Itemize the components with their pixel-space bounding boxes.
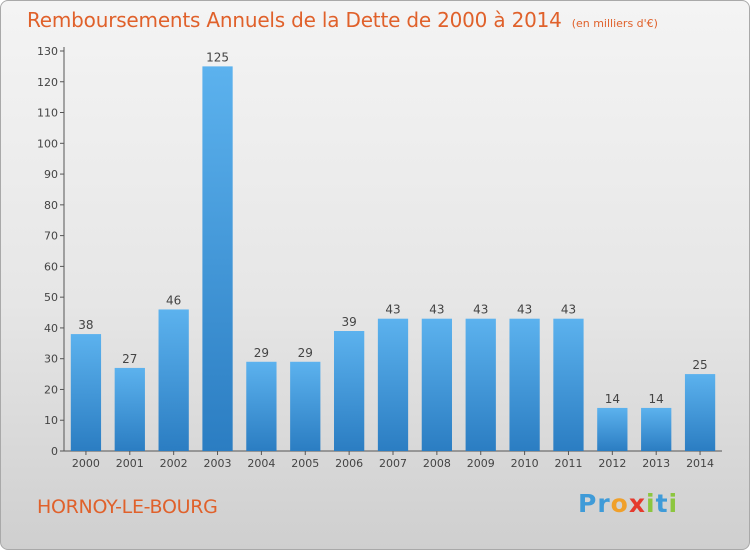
proxiti-logo: Proxiti [578,489,678,518]
y-tick-label: 80 [44,199,58,212]
x-tick-label-2000: 2000 [72,457,100,470]
bar-2013 [641,407,672,451]
chart-unit-label: (en milliers d'€) [571,17,658,30]
y-tick-label: 10 [44,414,58,427]
x-tick-label-2013: 2013 [642,457,670,470]
value-label-2013: 14 [649,392,664,406]
value-label-2000: 38 [78,318,93,332]
y-tick-label: 100 [37,137,58,150]
value-label-2014: 25 [692,358,707,372]
x-tick-label-2001: 2001 [116,457,144,470]
value-label-2007: 43 [385,303,400,317]
bar-2000 [70,334,102,451]
chart-title: Remboursements Annuels de la Dette de 20… [27,8,562,32]
y-tick-label: 70 [44,230,58,243]
value-label-2008: 43 [429,303,444,317]
x-tick-label-2005: 2005 [291,457,319,470]
commune-name: HORNOY-LE-BOURG [37,496,218,518]
bars [70,66,716,451]
bar-2012 [597,407,628,451]
value-label-2010: 43 [517,303,532,317]
bar-2002 [158,309,189,451]
x-tick-label-2007: 2007 [379,457,407,470]
x-tick-label-2011: 2011 [554,457,582,470]
logo-letter: P [578,489,598,518]
axes: 0 10 20 30 40 50 60 70 80 90 100 110 120 130 2000 2001 2… [37,45,722,470]
y-tick-label: 0 [51,445,58,458]
y-tick-label: 130 [37,45,58,58]
x-tick-label-2014: 2014 [686,457,714,470]
value-label-2001: 27 [122,352,137,366]
bar-2014 [684,374,716,451]
bar-2005 [290,361,321,451]
logo-letter: o [610,489,629,518]
bar-2010 [509,318,540,451]
x-tick-label-2009: 2009 [467,457,495,470]
y-tick-label: 90 [44,168,58,181]
value-labels: 38 27 46 125 29 29 39 43 43 43 43 43 14 14 25 [78,50,707,406]
logo-letter: t [655,489,669,518]
logo-letter: x [628,489,646,518]
bar-2004 [246,361,277,451]
logo-letter: r [597,489,611,518]
bar-2006 [333,331,365,451]
value-label-2002: 46 [166,293,181,307]
value-label-2011: 43 [561,303,576,317]
bar-2011 [553,318,584,451]
y-tick-label: 50 [44,291,58,304]
bar-2003 [202,66,233,451]
value-label-2006: 39 [341,315,356,329]
logo-letter: i [646,489,656,518]
value-label-2004: 29 [254,346,269,360]
x-tick-label-2006: 2006 [335,457,363,470]
y-tick-label: 60 [44,260,58,273]
bar-2001 [114,367,145,451]
value-label-2009: 43 [473,303,488,317]
bar-2007 [377,318,409,451]
x-tick-label-2002: 2002 [160,457,188,470]
x-tick-label-2010: 2010 [511,457,539,470]
x-tick-label-2004: 2004 [247,457,275,470]
y-tick-label: 110 [37,107,58,120]
y-tick-label: 30 [44,353,58,366]
y-tick-label: 40 [44,322,58,335]
logo-letter: i [668,489,679,518]
value-label-2003: 125 [206,50,229,64]
value-label-2005: 29 [298,346,313,360]
x-tick-label-2012: 2012 [598,457,626,470]
x-tick-label-2008: 2008 [423,457,451,470]
x-tick-label-2003: 2003 [204,457,232,470]
y-tick-label: 20 [44,383,58,396]
value-label-2012: 14 [605,392,620,406]
bar-2009 [465,318,496,451]
bar-2008 [421,318,453,451]
chart-title-row: Remboursements Annuels de la Dette de 20… [27,8,658,32]
y-tick-label: 120 [37,76,58,89]
